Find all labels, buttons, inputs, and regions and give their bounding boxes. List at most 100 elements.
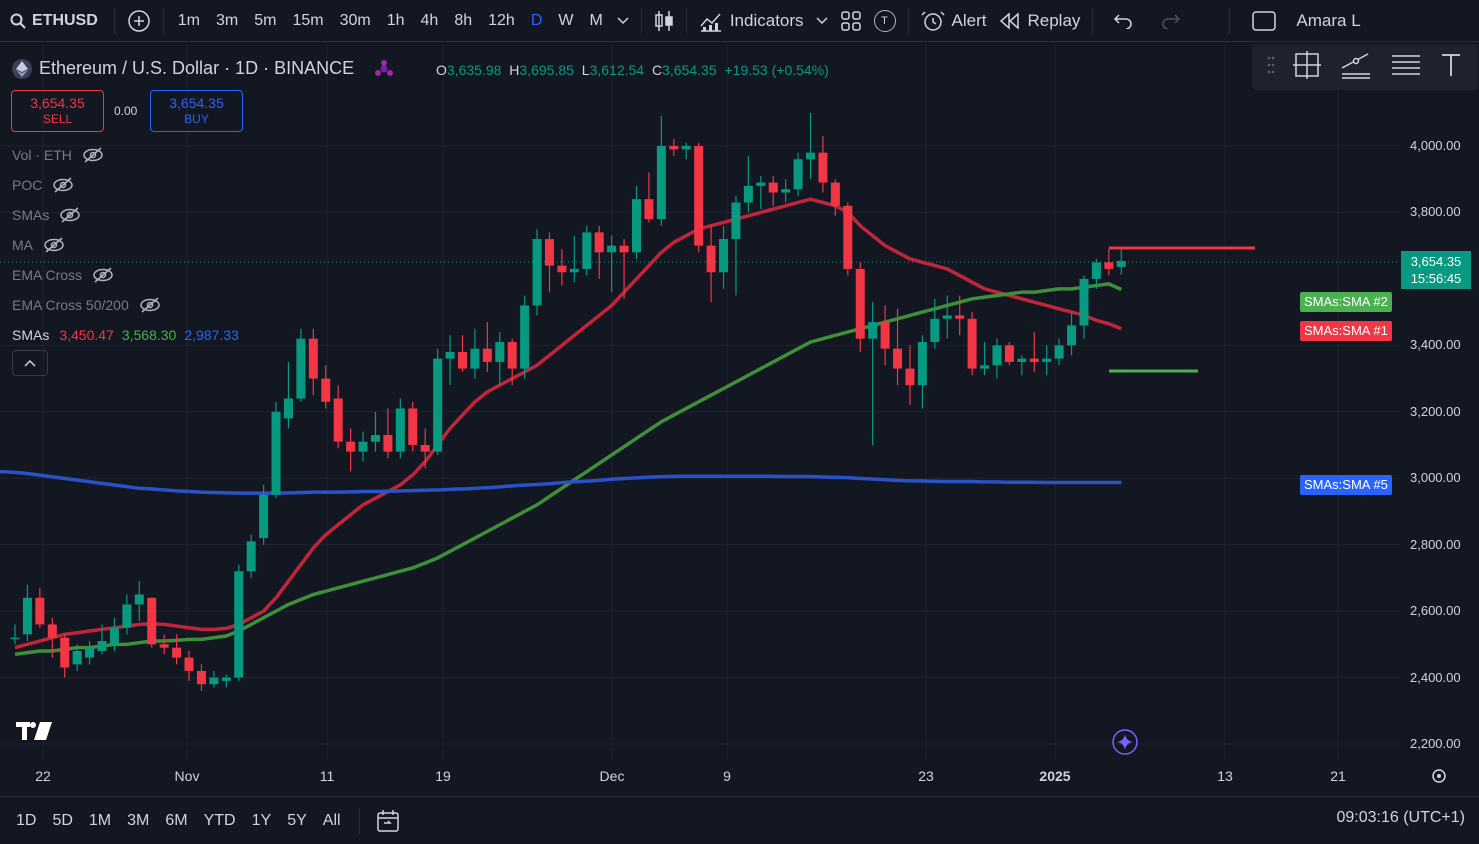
candle-down[interactable] (855, 262, 865, 352)
candle-up[interactable] (209, 670, 219, 688)
candle-down[interactable] (694, 142, 704, 253)
candle-down[interactable] (383, 408, 393, 459)
candle-down[interactable] (594, 225, 604, 279)
candle-up[interactable] (97, 624, 107, 655)
fib-tool-icon[interactable] (1390, 50, 1422, 85)
eye-hidden-icon[interactable] (82, 147, 104, 163)
timezone-clock[interactable]: 09:03:16 (UTC+1) (1336, 809, 1465, 826)
candle-up[interactable] (632, 185, 641, 259)
candle-up[interactable] (85, 641, 95, 665)
candle-down[interactable] (768, 175, 778, 206)
candle-up[interactable] (1054, 338, 1064, 366)
interval-dropdown-button[interactable] (611, 0, 635, 41)
candle-up[interactable] (743, 155, 753, 213)
candle-up[interactable] (259, 484, 269, 545)
candle-down[interactable] (47, 617, 57, 658)
candle-up[interactable] (868, 302, 878, 445)
candle-down[interactable] (830, 179, 840, 216)
candle-up[interactable] (607, 235, 617, 293)
indicator-ma[interactable]: MA (12, 230, 239, 260)
candle-up[interactable] (358, 431, 368, 462)
undo-button[interactable] (1099, 0, 1147, 41)
sell-button[interactable]: 3,654.35 SELL (11, 90, 104, 132)
sma2-line[interactable] (14, 282, 1122, 657)
candle-down[interactable] (457, 335, 467, 372)
range-3m[interactable]: 3M (127, 811, 150, 829)
candle-up[interactable] (22, 584, 32, 642)
eye-hidden-icon[interactable] (92, 267, 114, 283)
candle-up[interactable] (582, 225, 592, 276)
range-1y[interactable]: 1Y (251, 811, 272, 829)
sparkle-button[interactable] (1112, 729, 1138, 755)
candle-down[interactable] (321, 365, 331, 409)
trend-line-tool-icon[interactable] (1340, 50, 1372, 85)
candle-up[interactable] (656, 116, 666, 226)
indicator-ema-cross-50-200[interactable]: EMA Cross 50/200 (12, 290, 239, 320)
candle-down[interactable] (333, 385, 343, 449)
indicator-vol[interactable]: Vol · ETH (12, 140, 239, 170)
candle-down[interactable] (507, 338, 517, 386)
interval-5m[interactable]: 5m (254, 11, 277, 29)
candle-up[interactable] (992, 338, 1002, 379)
range-5y[interactable]: 5Y (287, 811, 307, 829)
indicator-smas-hidden[interactable]: SMAs (12, 200, 239, 230)
interval-30m[interactable]: 30m (339, 11, 371, 29)
candle-up[interactable] (109, 617, 119, 651)
candle-down[interactable] (172, 634, 182, 665)
chart-legend-title[interactable]: Ethereum / U.S. Dollar · 1D · BINANCE (12, 58, 394, 79)
fullscreen-button[interactable] (1236, 0, 1292, 41)
candle-up[interactable] (1067, 312, 1077, 356)
candle-down[interactable] (482, 322, 492, 372)
candle-up[interactable] (532, 229, 542, 316)
eye-hidden-icon[interactable] (139, 297, 161, 313)
collapse-legend-button[interactable] (12, 350, 48, 376)
interval-1w[interactable]: W (558, 11, 574, 29)
candle-up[interactable] (1042, 345, 1052, 376)
candle-up[interactable] (246, 534, 256, 578)
interval-4h[interactable]: 4h (420, 11, 439, 29)
range-ytd[interactable]: YTD (203, 811, 236, 829)
exchange-badge-icon[interactable] (374, 59, 394, 79)
candle-up[interactable] (719, 225, 729, 289)
indicators-dropdown-button[interactable] (810, 0, 834, 41)
candle-down[interactable] (843, 202, 853, 276)
candle-down[interactable] (557, 248, 567, 286)
candle-up[interactable] (1017, 355, 1027, 376)
eye-hidden-icon[interactable] (52, 177, 74, 193)
candle-down[interactable] (619, 239, 629, 299)
candle-down[interactable] (1029, 332, 1039, 372)
candle-down[interactable] (408, 401, 418, 452)
crosshair-tool-icon[interactable] (1292, 50, 1322, 85)
candle-up[interactable] (395, 398, 405, 459)
eye-hidden-icon[interactable] (43, 237, 65, 253)
layouts-button[interactable] (834, 0, 868, 41)
candle-down[interactable] (60, 634, 70, 678)
candle-up[interactable] (72, 644, 82, 671)
candle-up[interactable] (122, 594, 132, 635)
candle-down[interactable] (184, 650, 194, 681)
compare-symbol-button[interactable] (121, 0, 157, 41)
text-tool-icon[interactable] (1439, 52, 1463, 83)
candle-up[interactable] (445, 335, 455, 386)
symbol-search-button[interactable]: ETHUSD (0, 0, 104, 41)
candle-up[interactable] (296, 328, 306, 402)
indicators-button[interactable]: Indicators (693, 0, 810, 41)
range-5d[interactable]: 5D (52, 811, 73, 829)
chart-settings-icon[interactable] (1432, 769, 1446, 783)
goto-date-button[interactable] (370, 809, 408, 833)
alert-button[interactable]: Alert (915, 0, 993, 41)
candle-up[interactable] (10, 624, 20, 645)
interval-1m[interactable]: 1m (177, 11, 201, 29)
candle-down[interactable] (420, 428, 430, 469)
interval-1d[interactable]: D (530, 11, 543, 29)
interval-1h[interactable]: 1h (386, 11, 405, 29)
candle-down[interactable] (159, 634, 169, 655)
drag-handle-icon[interactable] (1267, 56, 1275, 79)
candle-down[interactable] (905, 345, 915, 406)
candle-down[interactable] (818, 136, 828, 193)
candle-up[interactable] (1091, 258, 1101, 289)
interval-1mo[interactable]: M (589, 11, 603, 29)
indicator-ema-cross[interactable]: EMA Cross (12, 260, 239, 290)
sma1-line[interactable] (14, 197, 1122, 650)
